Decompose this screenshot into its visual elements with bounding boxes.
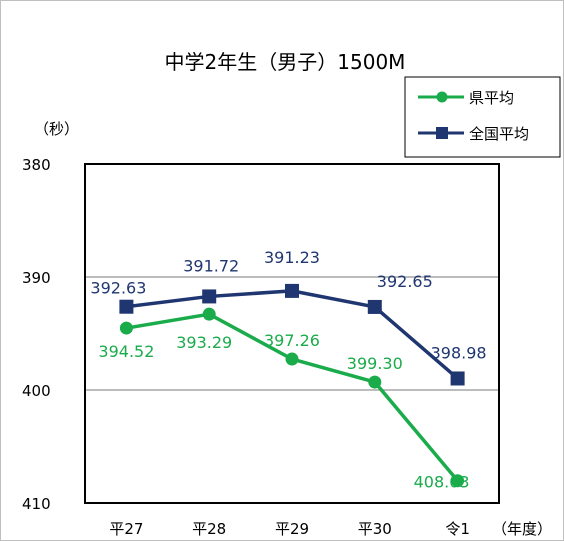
legend-marker-prefecture xyxy=(436,91,448,103)
data-point xyxy=(202,289,217,304)
gridlines xyxy=(85,276,499,391)
data-point xyxy=(367,299,382,314)
data-point xyxy=(450,371,465,386)
legend-box xyxy=(404,76,561,158)
series-layer xyxy=(119,283,465,488)
x-axis-label: （年度） xyxy=(492,520,552,538)
data-point xyxy=(202,307,216,321)
data-point xyxy=(451,474,465,488)
legend-marker-national xyxy=(436,127,448,139)
data-label: 392.63 xyxy=(90,279,146,298)
y-axis-label: （秒） xyxy=(34,120,79,138)
x-tick-labels: 平27 平28 平29 平30 令1 xyxy=(109,520,470,538)
data-label: 397.26 xyxy=(264,331,320,350)
plot-area xyxy=(84,163,500,504)
data-label: 408.03 xyxy=(414,473,470,492)
legend-label-prefecture: 県平均 xyxy=(469,89,514,107)
y-tick-labels: 380 390 400 410 xyxy=(22,156,51,513)
data-point xyxy=(368,375,382,389)
x-tick-label: 平27 xyxy=(109,520,143,538)
data-label: 392.65 xyxy=(377,272,433,291)
y-tick-label: 410 xyxy=(22,495,51,513)
data-label: 398.98 xyxy=(431,343,487,362)
data-label: 391.72 xyxy=(183,256,239,275)
data-point xyxy=(285,352,299,366)
data-label: 394.52 xyxy=(98,342,154,361)
x-tick-label: 平29 xyxy=(275,520,309,538)
data-labels-layer: 394.52 393.29 397.26 399.30 408.03 392.63 391.… xyxy=(90,248,486,492)
data-point xyxy=(119,299,134,314)
legend: 県平均 全国平均 xyxy=(404,76,561,158)
x-tick-label: 令1 xyxy=(445,520,470,538)
x-tick-label: 平30 xyxy=(358,520,392,538)
legend-label-national: 全国平均 xyxy=(469,125,529,143)
chart-title: 中学2年生（男子）1500M xyxy=(165,50,406,74)
x-tick-label: 平28 xyxy=(192,520,226,538)
data-point xyxy=(119,321,133,335)
data-label: 393.29 xyxy=(176,333,232,352)
data-label: 391.23 xyxy=(264,248,320,267)
data-point xyxy=(285,283,299,298)
y-tick-label: 380 xyxy=(22,156,51,174)
y-tick-label: 390 xyxy=(22,269,51,287)
y-tick-label: 400 xyxy=(22,382,51,400)
data-label: 399.30 xyxy=(347,354,403,373)
